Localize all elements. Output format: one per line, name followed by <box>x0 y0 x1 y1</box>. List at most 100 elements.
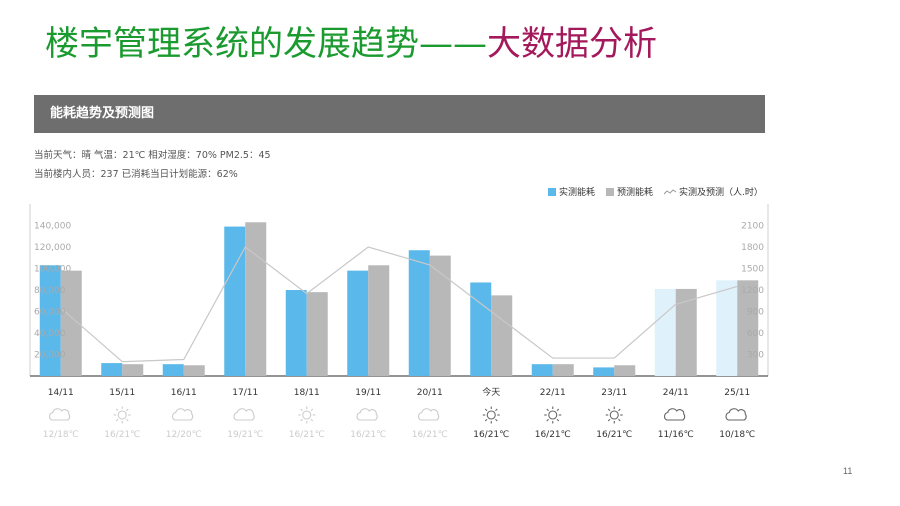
slide-title: 楼宇管理系统的发展趋势——大数据分析 <box>45 14 657 74</box>
right-axis-tick-label: 300 <box>747 351 764 361</box>
legend-label-actual: 实测能耗 <box>559 188 596 198</box>
bar-forecast <box>368 265 390 376</box>
bar-actual <box>470 282 492 376</box>
right-axis-tick-label: 1800 <box>741 243 764 253</box>
weather-temp-label: 16/21℃ <box>412 430 448 440</box>
bar-forecast <box>306 292 328 376</box>
weather-temp-label: 16/21℃ <box>596 430 632 440</box>
weather-temp-label: 16/21℃ <box>473 430 509 440</box>
bar-actual <box>654 288 676 376</box>
bar-forecast <box>245 222 267 376</box>
sun-icon <box>548 410 558 420</box>
sun-ray <box>546 418 549 422</box>
category-label: 25/11 <box>724 388 750 398</box>
bar-forecast <box>183 365 205 376</box>
cloud-icon <box>418 408 440 421</box>
chart-panel-header: 能耗趋势及预测图 <box>34 95 765 133</box>
slide-title-main: 楼宇管理系统的发展趋势—— <box>45 24 487 64</box>
sun-ray <box>607 408 611 412</box>
bar-forecast <box>614 365 636 376</box>
sun-icon <box>609 410 619 420</box>
weather-temp-label: 16/21℃ <box>104 430 140 440</box>
bar-forecast <box>429 255 451 376</box>
sun-ray <box>484 418 488 422</box>
cloud-icon <box>356 408 378 421</box>
legend-swatch-actual <box>548 187 556 196</box>
legend-item-people: 实测及预测（人.时） <box>664 185 763 198</box>
right-axis-tick-label: 1200 <box>741 286 764 296</box>
sun-ray <box>115 408 119 412</box>
bar-forecast <box>491 295 513 376</box>
weather-temp-label: 16/21℃ <box>350 430 386 440</box>
sun-icon <box>117 410 127 420</box>
sun-ray <box>556 418 560 422</box>
cloud-icon <box>233 408 255 421</box>
weather-temp-label: 12/18℃ <box>43 430 79 440</box>
legend-label-forecast: 预测能耗 <box>617 188 654 198</box>
weather-temp-label: 19/21℃ <box>227 430 263 440</box>
left-axis-tick-label: 60,000 <box>34 308 66 318</box>
cloud-icon <box>725 408 747 421</box>
right-axis-tick-label: 2100 <box>741 222 764 232</box>
left-axis-tick-label: 40,000 <box>34 329 66 339</box>
sun-ray <box>300 408 303 412</box>
sun-ray <box>310 408 314 412</box>
bar-actual <box>531 364 553 376</box>
legend-item-forecast: 预测能耗 <box>606 185 653 198</box>
weather-temp-label: 10/18℃ <box>719 430 755 440</box>
sun-ray <box>495 408 498 412</box>
sun-ray <box>484 408 488 412</box>
sun-ray <box>618 418 621 422</box>
cloud-icon <box>172 408 194 421</box>
weather-temp-label: 16/21℃ <box>535 430 571 440</box>
weather-status: 当前天气：晴 气温：21℃ 相对湿度：70% PM2.5：45 <box>34 150 271 161</box>
category-label: 24/11 <box>663 388 689 398</box>
left-axis-tick-label: 100,000 <box>34 265 71 275</box>
category-label: 18/11 <box>294 388 320 398</box>
cloud-icon <box>664 408 686 421</box>
cloud-icon <box>49 408 71 421</box>
bar-actual <box>162 364 184 376</box>
bar-actual <box>593 367 615 376</box>
sun-ray <box>495 418 498 422</box>
sun-ray <box>310 418 314 422</box>
category-label: 今天 <box>482 386 500 398</box>
sun-ray <box>618 408 621 412</box>
right-axis-tick-label: 600 <box>747 329 764 339</box>
sun-icon <box>302 410 312 420</box>
bar-forecast <box>737 280 759 376</box>
left-axis-tick-label: 120,000 <box>34 243 71 253</box>
occupancy-status: 当前楼内人员：237 已消耗当日计划能源：62% <box>34 169 238 180</box>
bar-forecast <box>60 270 82 376</box>
category-label: 16/11 <box>171 388 197 398</box>
legend-line-icon <box>664 188 676 194</box>
people-hours-line <box>60 246 738 363</box>
sun-icon <box>486 410 496 420</box>
bar-actual <box>408 250 430 376</box>
right-axis-tick-label: 1500 <box>741 265 764 275</box>
sun-ray <box>546 408 549 412</box>
left-axis-tick-label: 80,000 <box>34 286 66 296</box>
category-label: 17/11 <box>232 388 258 398</box>
page-number: 11 <box>843 466 853 476</box>
bar-actual <box>224 226 246 376</box>
legend-swatch-forecast <box>606 187 614 196</box>
category-label: 22/11 <box>540 388 566 398</box>
sun-ray <box>300 418 303 422</box>
right-axis-tick-label: 900 <box>747 308 764 318</box>
weather-temp-label: 12/20℃ <box>166 430 202 440</box>
bar-actual <box>101 363 123 376</box>
sun-ray <box>126 418 129 422</box>
bar-forecast <box>122 364 144 376</box>
bar-actual <box>39 265 61 376</box>
left-axis-tick-label: 20,000 <box>34 351 66 361</box>
sun-ray <box>607 418 611 422</box>
legend-item-actual: 实测能耗 <box>548 185 595 198</box>
bar-forecast <box>552 364 574 376</box>
chart-panel-title: 能耗趋势及预测图 <box>50 106 155 121</box>
legend-label-people: 实测及预测（人.时） <box>679 188 763 198</box>
category-label: 23/11 <box>601 388 627 398</box>
sun-ray <box>126 408 129 412</box>
left-axis-tick-label: 140,000 <box>34 222 71 232</box>
